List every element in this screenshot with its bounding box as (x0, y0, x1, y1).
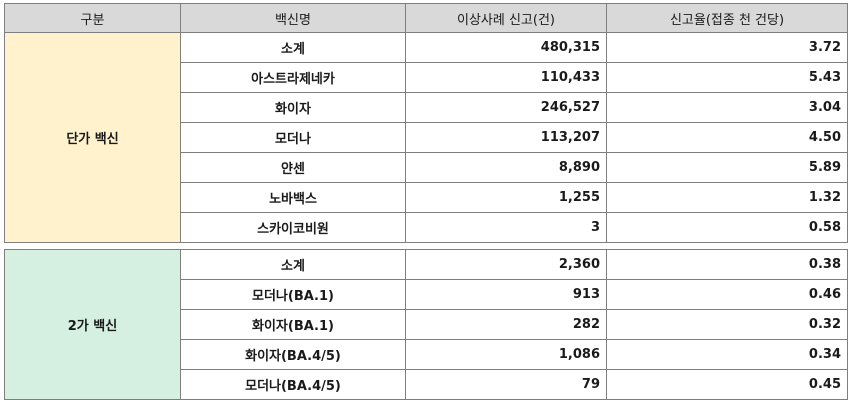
reports-cell: 2,360 (405, 249, 607, 280)
header-vaccine-name: 백신명 (180, 3, 406, 33)
reports-cell: 913 (405, 279, 607, 310)
rate-cell: 0.58 (606, 212, 848, 243)
rate-cell: 5.89 (606, 152, 848, 183)
table-row: 모더나(BA.4/5) 79 0.45 (5, 369, 848, 400)
vaccine-name-cell: 모더나(BA.4/5) (180, 369, 406, 400)
vaccine-name-cell: 소계 (180, 32, 406, 63)
header-row: 구분 백신명 이상사례 신고(건) 신고율(접종 천 건당) (4, 3, 848, 33)
table-row: 노바백스 1,255 1.32 (5, 182, 848, 213)
vaccine-name-cell: 노바백스 (180, 182, 406, 213)
reports-cell: 1,255 (405, 182, 607, 213)
table-row: 아스트라제네카 110,433 5.43 (5, 62, 848, 93)
rate-cell: 0.38 (606, 249, 848, 280)
rate-cell: 1.32 (606, 182, 848, 213)
vaccine-adverse-event-table: 구분 백신명 이상사례 신고(건) 신고율(접종 천 건당) 단가 백신 소계 48… (4, 3, 848, 400)
group-spacer (4, 242, 848, 250)
table-row: 단가 백신 소계 480,315 3.72 (4, 32, 848, 243)
vaccine-name-cell: 얀센 (180, 152, 406, 183)
category-cell: 2가 백신 (4, 249, 181, 400)
spacer-cell (4, 242, 848, 250)
table-row: 모더나 113,207 4.50 (5, 122, 848, 153)
reports-cell: 3 (405, 212, 607, 243)
rate-cell: 0.46 (606, 279, 848, 310)
rate-cell: 0.32 (606, 309, 848, 340)
vaccine-name-cell: 모더나(BA.1) (180, 279, 406, 310)
category-cell: 단가 백신 (4, 32, 181, 243)
rate-cell: 3.04 (606, 92, 848, 123)
rate-cell: 3.72 (606, 32, 848, 63)
table-row: 2가 백신 소계 2,360 0.38 (4, 249, 848, 400)
reports-cell: 282 (405, 309, 607, 340)
vaccine-name-cell: 스카이코비원 (180, 212, 406, 243)
rate-cell: 4.50 (606, 122, 848, 153)
vaccine-name-cell: 화이자(BA.1) (180, 309, 406, 340)
table-row: 스카이코비원 3 0.58 (5, 212, 848, 243)
header-category: 구분 (4, 3, 181, 33)
reports-cell: 1,086 (405, 339, 607, 370)
reports-cell: 110,433 (405, 62, 607, 93)
header-reports: 이상사례 신고(건) (405, 3, 607, 33)
table-row: 화이자 246,527 3.04 (5, 92, 848, 123)
table-row: 얀센 8,890 5.89 (5, 152, 848, 183)
rate-cell: 5.43 (606, 62, 848, 93)
reports-cell: 79 (405, 369, 607, 400)
vaccine-name-cell: 화이자(BA.4/5) (180, 339, 406, 370)
vaccine-name-cell: 아스트라제네카 (180, 62, 406, 93)
reports-cell: 8,890 (405, 152, 607, 183)
vaccine-name-cell: 모더나 (180, 122, 406, 153)
reports-cell: 480,315 (405, 32, 607, 63)
vaccine-name-cell: 소계 (180, 249, 406, 280)
table-body: 단가 백신 소계 480,315 3.72 아스트라제네카 110,433 5.43 화이자 2… (4, 32, 848, 400)
header-rate: 신고율(접종 천 건당) (606, 3, 848, 33)
rate-cell: 0.34 (606, 339, 848, 370)
rate-cell: 0.45 (606, 369, 848, 400)
reports-cell: 246,527 (405, 92, 607, 123)
reports-cell: 113,207 (405, 122, 607, 153)
vaccine-name-cell: 화이자 (180, 92, 406, 123)
